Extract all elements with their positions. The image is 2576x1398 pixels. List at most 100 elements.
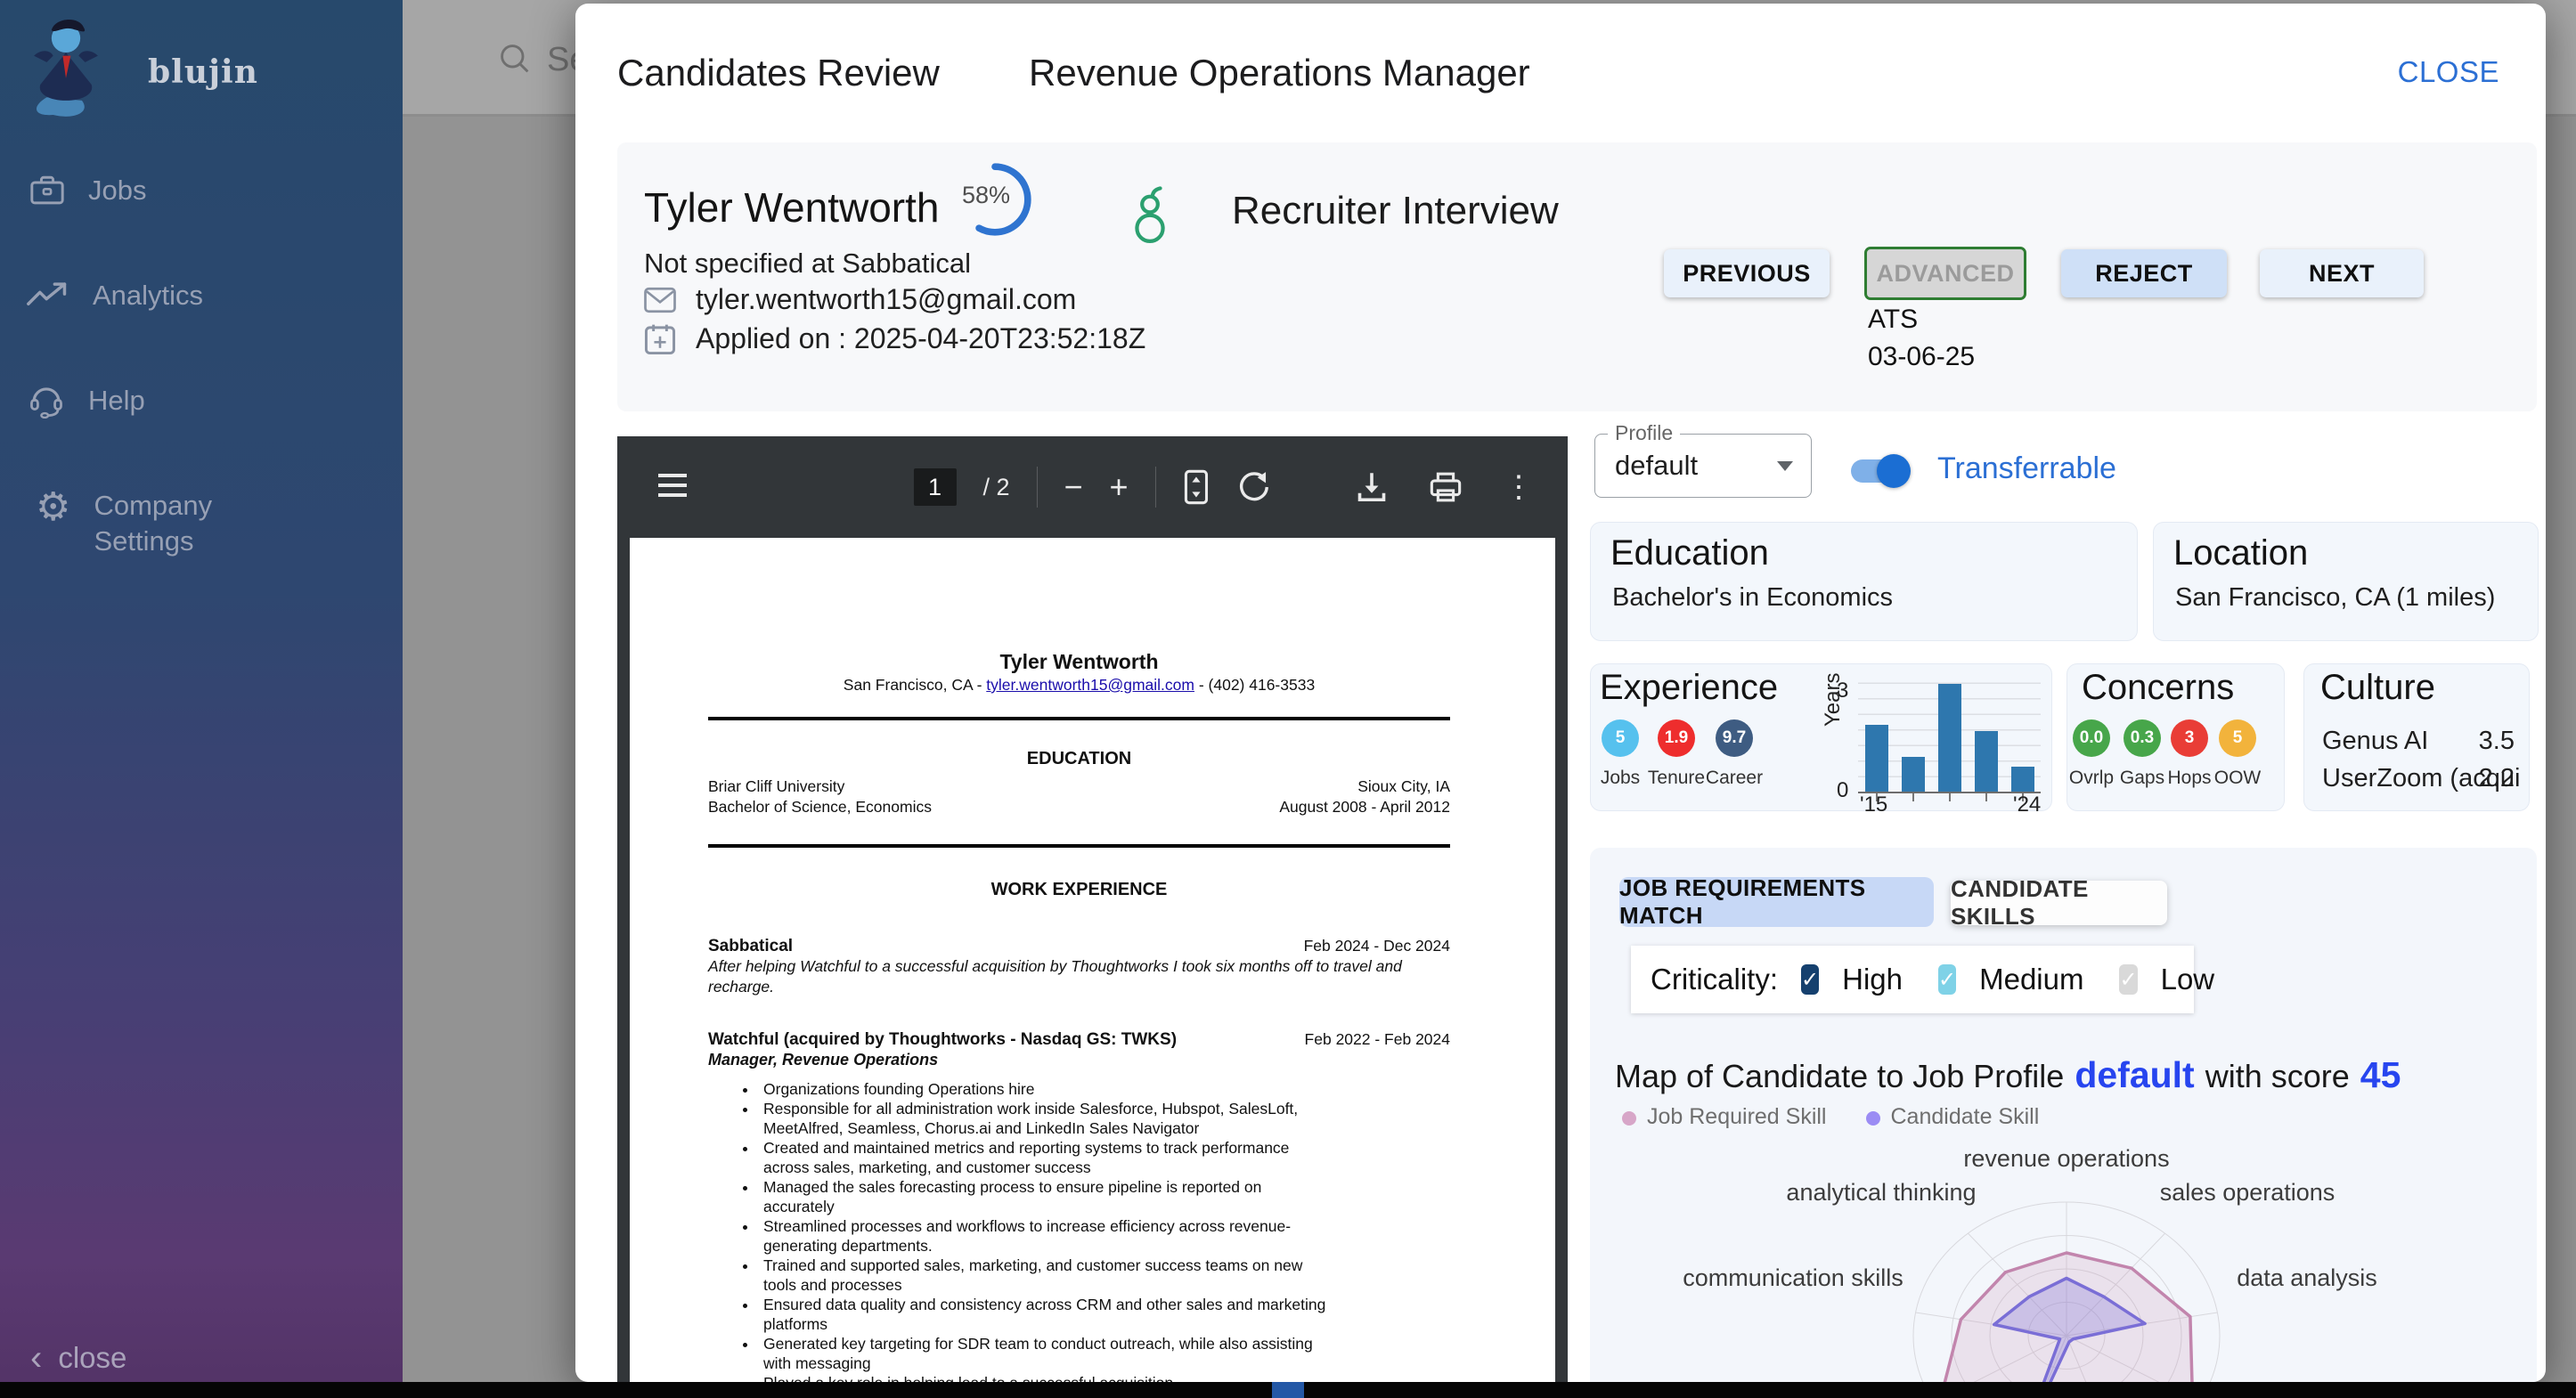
culture-card: Culture Genus AI 3.5 UserZoom (acqui 2.2 [2303,663,2530,811]
experience-bar [1937,684,1961,792]
resume-school: Briar Cliff University [708,777,845,795]
next-button[interactable]: NEXT [2260,249,2424,297]
badge-label: Tenure [1647,768,1706,788]
ats-label: ATS [1868,305,1919,334]
calendar-icon [644,324,676,354]
transferrable-toggle[interactable] [1851,454,1911,488]
headset-icon [30,387,62,419]
culture-row-label: UserZoom (acqui [2322,764,2521,792]
modal-close-button[interactable]: CLOSE [2397,55,2499,88]
culture-row-label: Genus AI [2322,727,2429,755]
sidebar-item-company-settings[interactable]: ⚙ Company Settings [36,488,303,560]
match-score-value: 58% [961,182,1011,208]
concerns-card: Concerns 0.0 0.3 3 5 Ovrlp Gaps Hops OOW [2067,663,2285,811]
education-card-title: Education [1610,533,1769,573]
radar-axis-label: communication skills [1683,1264,1903,1291]
criticality-medium-checkbox[interactable]: ✓ [1938,964,1957,995]
sidebar-item-label: Help [88,385,145,416]
resume-email-link[interactable]: tyler.wentworth15@gmail.com [986,676,1194,694]
criticality-high-checkbox[interactable]: ✓ [1801,964,1820,995]
criticality-low-checkbox[interactable]: ✓ [2119,964,2138,995]
radar-chart [1912,1201,2221,1382]
profile-select[interactable]: Profile default [1594,421,1812,498]
map-score-value: 45 [2360,1054,2401,1095]
resume-contact-suffix: - (402) 416-3533 [1194,676,1316,694]
profile-select-value: default [1615,450,1699,481]
candidates-review-modal: Candidates Review Revenue Operations Man… [575,4,2546,1382]
taskbar-app-indicator [1272,1382,1304,1398]
zoom-in-icon[interactable]: + [1109,468,1129,505]
toolbar-divider [1154,467,1156,508]
resume-school-location: Sioux City, IA [1357,777,1450,795]
reject-button[interactable]: REJECT [2061,249,2227,297]
pdf-page-total: / 2 [982,473,1010,500]
search-icon [501,45,529,73]
experience-bar-chart [1858,678,2041,793]
transferrable-label: Transferrable [1937,451,2116,485]
map-score-line: Map of Candidate to Job Profile default … [1615,1054,2401,1096]
criticality-filter: Criticality: ✓ High ✓ Medium ✓ Low [1631,946,2214,1013]
resume-education-header: EDUCATION [1026,749,1132,768]
candidate-skill-dot [1865,1111,1880,1126]
radar-axis-label: crm systems [2266,1380,2401,1382]
resume-bullet: Generated key targeting for SDR team to … [758,1334,1328,1373]
candidate-applied-row: Applied on : 2025-04-20T23:52:18Z [644,322,1145,355]
job-required-skill-dot [1622,1111,1636,1126]
sidebar-collapse-label: close [58,1341,127,1374]
experience-bar [1901,756,1925,792]
resume-job-dates: Feb 2024 - Dec 2024 [1303,937,1450,955]
gaps-badge: 0.3 [2124,719,2161,757]
badge-label: Jobs [1600,768,1641,788]
tab-job-requirements-match[interactable]: JOB REQUIREMENTS MATCH [1619,874,1934,929]
experience-chart-ytick: 0 [1837,778,1849,802]
location-card-value: San Francisco, CA (1 miles) [2175,583,2496,612]
resume-bullet: Managed the sales forecasting process to… [758,1177,1328,1216]
experience-bar [2010,766,2034,792]
candidate-summary-card: Tyler Wentworth 58% Recruiter Interview … [617,142,2537,411]
candidate-email[interactable]: tyler.wentworth15@gmail.com [696,283,1077,315]
ats-date: 03-06-25 [1868,342,1976,371]
fit-to-page-icon[interactable] [1183,469,1210,505]
culture-row-value: 3.5 [2478,727,2515,755]
toggle-knob [1877,454,1911,488]
more-options-icon[interactable]: ⋮ [1504,470,1534,504]
sidebar-item-jobs[interactable]: Jobs [29,175,146,207]
gear-icon: ⚙ [36,485,71,529]
print-icon[interactable] [1429,471,1463,503]
sidebar-item-label: Analytics [93,280,204,311]
download-icon[interactable] [1356,470,1388,504]
advanced-button[interactable]: ADVANCED [1864,247,2026,300]
taskbar [0,1382,2576,1398]
resume-work-header: WORK EXPERIENCE [990,880,1168,899]
resume-degree: Bachelor of Science, Economics [708,798,932,816]
radar-axis-label: data analysis [2237,1264,2377,1291]
greenhouse-icon[interactable] [1129,185,1170,244]
location-card-title: Location [2173,533,2309,573]
briefcase-icon [30,175,64,205]
zoom-out-icon[interactable]: − [1064,468,1083,505]
legend-label: Job Required Skill [1647,1104,1827,1129]
resume-bullet: Streamlined processes and workflows to i… [758,1216,1328,1256]
resume-job-title: Watchful (acquired by Thoughtworks - Nas… [708,1030,1178,1049]
job-title: Revenue Operations Manager [1029,52,1530,93]
skills-section-card: JOB REQUIREMENTS MATCH CANDIDATE SKILLS … [1590,848,2537,1382]
pdf-menu-icon[interactable] [658,474,687,497]
sidebar-collapse-button[interactable]: ‹ close [30,1340,127,1376]
rotate-icon[interactable] [1236,469,1272,505]
map-mid: with score [2205,1058,2350,1094]
radar-axis-label: revenue operations [1963,1145,2170,1172]
sidebar-item-analytics[interactable]: Analytics [27,280,203,312]
sidebar-item-label: Jobs [88,175,147,206]
sidebar-item-help[interactable]: Help [28,383,145,419]
badge-label: Career [1705,768,1764,788]
divider [708,717,1450,720]
badge-label: OOW [2213,768,2262,788]
pdf-page-input[interactable]: 1 [913,468,957,506]
resume-page: Tyler Wentworth San Francisco, CA - tyle… [630,538,1555,1382]
oow-badge: 5 [2219,719,2256,757]
resume-job-role: Manager, Revenue Operations [708,1051,939,1069]
culture-card-title: Culture [2320,668,2435,707]
resume-bullet-list: Organizations founding Operations hire R… [742,1079,1328,1382]
previous-button[interactable]: PREVIOUS [1664,249,1830,297]
